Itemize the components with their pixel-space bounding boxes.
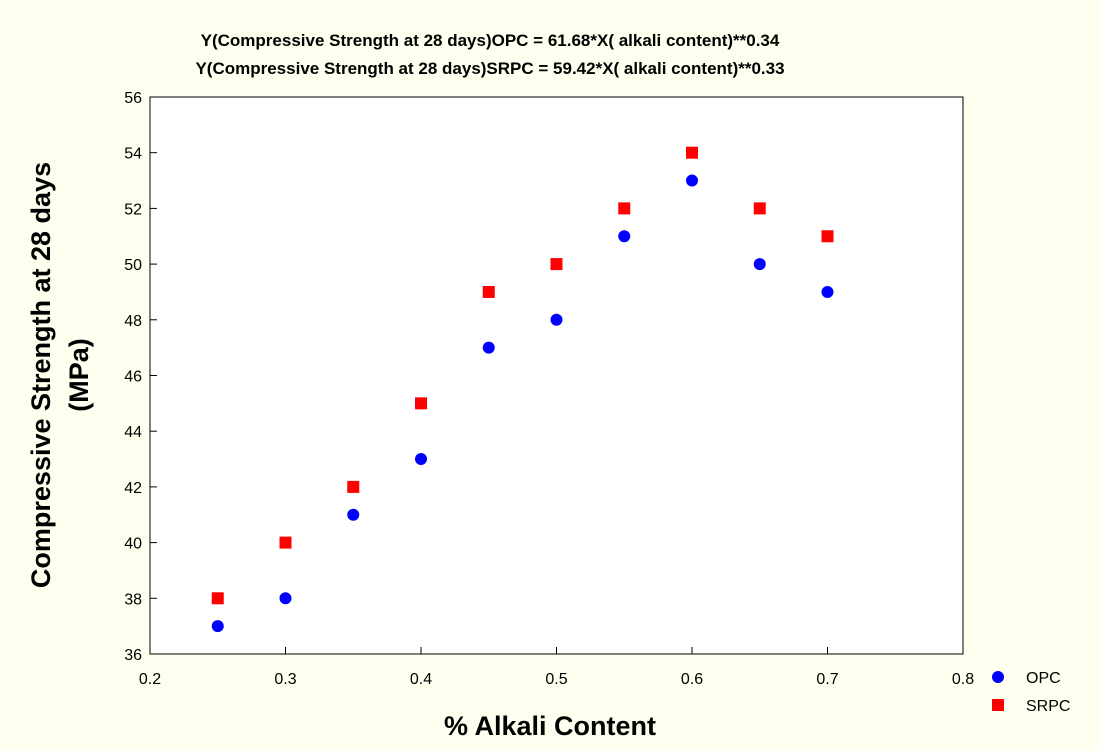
point-srpc [686,146,698,159]
y-tick-label: 38 [124,591,142,608]
y-tick-label: 44 [124,424,142,441]
y-tick-label: 52 [124,201,142,218]
x-tick-label: 0.3 [274,671,296,688]
plot-area [149,96,964,655]
legend-label-srpc: SRPC [1026,698,1070,715]
chart-title-line-2: Y(Compressive Strength at 28 days)SRPC =… [195,59,784,78]
point-opc [753,258,766,271]
legend: OPC SRPC [992,670,1070,715]
x-tick-label: 0.8 [952,671,974,688]
point-srpc [618,202,631,215]
y-tick-label: 48 [124,313,142,330]
point-srpc [482,285,495,298]
y-tick-label: 36 [124,647,142,664]
point-opc [686,174,698,187]
x-tick-label: 0.6 [681,671,703,688]
point-srpc [415,397,427,410]
x-tick-label: 0.4 [410,671,432,688]
y-axis-label-line-2: (MPa) [64,338,94,412]
y-axis: 36 38 40 42 44 46 48 50 52 54 56 [124,90,157,664]
point-opc [821,285,834,298]
legend-marker-srpc [992,699,1004,711]
point-opc [415,453,427,466]
point-srpc [279,536,292,549]
y-tick-label: 42 [124,480,142,497]
y-tick-label: 54 [124,146,142,163]
y-tick-label: 40 [124,536,142,553]
x-tick-label: 0.5 [545,671,567,688]
point-srpc [211,592,224,605]
point-opc [550,313,563,326]
point-opc [279,592,292,605]
point-opc [618,230,631,243]
point-srpc [347,480,360,493]
y-tick-label: 46 [124,369,142,386]
y-tick-label: 56 [124,90,142,107]
y-tick-label: 50 [124,257,142,274]
x-axis: 0.2 0.3 0.4 0.5 0.6 0.7 0.8 [139,647,974,688]
data-points [211,146,834,633]
point-opc [211,620,224,633]
x-axis-label: % Alkali Content [444,711,656,741]
point-srpc [753,202,766,215]
legend-marker-opc [992,671,1004,683]
x-tick-label: 0.7 [816,671,838,688]
point-srpc [821,230,834,243]
y-axis-label-line-1: Compressive Strength at 28 days [26,162,56,588]
point-opc [347,508,360,521]
x-tick-label: 0.2 [139,671,161,688]
point-srpc [550,258,563,271]
legend-label-opc: OPC [1026,670,1061,687]
point-opc [482,341,495,354]
chart-title-line-1: Y(Compressive Strength at 28 days)OPC = … [201,31,780,50]
